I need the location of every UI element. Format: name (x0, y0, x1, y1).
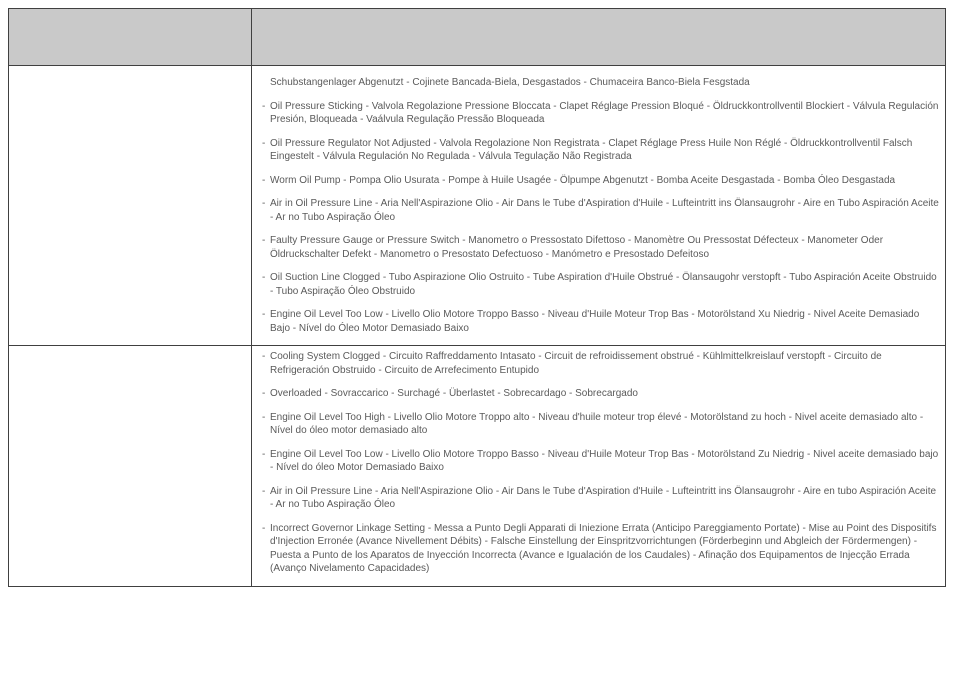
item-text: Cooling System Clogged - Circuito Raffre… (270, 350, 939, 377)
row2-content: - Cooling System Clogged - Circuito Raff… (252, 346, 945, 586)
list-item: - Engine Oil Level Too Low - Livello Oli… (262, 308, 939, 335)
item-text: Overloaded - Sovraccarico - Surchagé - Ü… (270, 387, 939, 401)
bullet-icon: - (262, 100, 270, 127)
table-header-row (9, 9, 946, 66)
item-text: Engine Oil Level Too High - Livello Olio… (270, 411, 939, 438)
list-item: - Engine Oil Level Too High - Livello Ol… (262, 411, 939, 438)
item-text: Oil Pressure Sticking - Valvola Regolazi… (270, 100, 939, 127)
header-cell-right (252, 9, 946, 66)
list-item: - Air in Oil Pressure Line - Aria Nell'A… (262, 197, 939, 224)
item-text: Schubstangenlager Abgenutzt - Cojinete B… (270, 76, 939, 90)
item-text: Oil Suction Line Clogged - Tubo Aspirazi… (270, 271, 939, 298)
header-cell-left (9, 9, 252, 66)
row1-right-cell: - Schubstangenlager Abgenutzt - Cojinete… (252, 66, 946, 346)
table-row: - Cooling System Clogged - Circuito Raff… (9, 346, 946, 587)
bullet-icon: - (262, 522, 270, 576)
bullet-icon: - (262, 234, 270, 261)
item-text: Engine Oil Level Too Low - Livello Olio … (270, 308, 939, 335)
list-item: - Worm Oil Pump - Pompa Olio Usurata - P… (262, 174, 939, 188)
bullet-icon: - (262, 411, 270, 438)
list-item: - Schubstangenlager Abgenutzt - Cojinete… (262, 76, 939, 90)
item-text: Incorrect Governor Linkage Setting - Mes… (270, 522, 939, 576)
troubleshooting-table: - Schubstangenlager Abgenutzt - Cojinete… (8, 8, 946, 587)
table-row: - Schubstangenlager Abgenutzt - Cojinete… (9, 66, 946, 346)
list-item: - Air in Oil Pressure Line - Aria Nell'A… (262, 485, 939, 512)
page: - Schubstangenlager Abgenutzt - Cojinete… (0, 0, 954, 673)
bullet-icon: - (262, 350, 270, 377)
bullet-icon: - (262, 197, 270, 224)
item-text: Engine Oil Level Too Low - Livello Olio … (270, 448, 939, 475)
item-text: Air in Oil Pressure Line - Aria Nell'Asp… (270, 485, 939, 512)
row1-left-cell (9, 66, 252, 346)
row2-right-cell: - Cooling System Clogged - Circuito Raff… (252, 346, 946, 587)
bullet-icon: - (262, 174, 270, 188)
list-item: - Oil Pressure Regulator Not Adjusted - … (262, 137, 939, 164)
list-item: - Oil Suction Line Clogged - Tubo Aspira… (262, 271, 939, 298)
bullet-icon: - (262, 485, 270, 512)
list-item: - Faulty Pressure Gauge or Pressure Swit… (262, 234, 939, 261)
item-text: Worm Oil Pump - Pompa Olio Usurata - Pom… (270, 174, 939, 188)
bullet-icon: - (262, 308, 270, 335)
list-item: - Oil Pressure Sticking - Valvola Regola… (262, 100, 939, 127)
bullet-icon: - (262, 271, 270, 298)
row1-content: - Schubstangenlager Abgenutzt - Cojinete… (252, 66, 945, 345)
bullet-icon: - (262, 387, 270, 401)
list-item: - Overloaded - Sovraccarico - Surchagé -… (262, 387, 939, 401)
row2-left-cell (9, 346, 252, 587)
item-text: Faulty Pressure Gauge or Pressure Switch… (270, 234, 939, 261)
list-item: - Engine Oil Level Too Low - Livello Oli… (262, 448, 939, 475)
item-text: Air in Oil Pressure Line - Aria Nell'Asp… (270, 197, 939, 224)
list-item: - Cooling System Clogged - Circuito Raff… (262, 350, 939, 377)
list-item: - Incorrect Governor Linkage Setting - M… (262, 522, 939, 576)
item-text: Oil Pressure Regulator Not Adjusted - Va… (270, 137, 939, 164)
bullet-icon: - (262, 137, 270, 164)
bullet-icon: - (262, 448, 270, 475)
